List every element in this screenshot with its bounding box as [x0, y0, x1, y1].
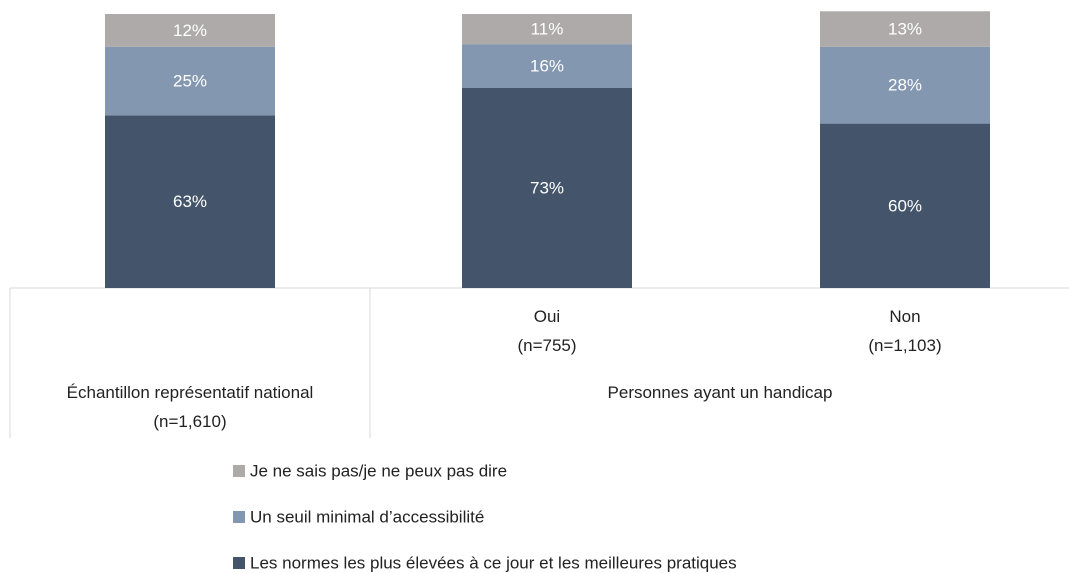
data-label: 16% [530, 57, 564, 76]
group-label: Personnes ayant un handicap [607, 383, 833, 402]
legend-label: Je ne sais pas/je ne peux pas dire [250, 461, 507, 480]
bar-segment [462, 87, 632, 288]
data-label: 11% [531, 20, 564, 39]
data-label: 28% [888, 76, 922, 95]
bar-segment [462, 14, 632, 45]
legend-swatch [233, 511, 245, 523]
legend-label: Un seuil minimal d’accessibilité [250, 507, 484, 526]
bar-segment [462, 44, 632, 88]
data-label: 63% [173, 192, 207, 211]
legend-swatch [233, 557, 245, 569]
legend-label: Les normes les plus élevées à ce jour et… [250, 553, 737, 572]
bar-segment [105, 46, 275, 116]
x-tick-label: Échantillon représentatif national (n=1,… [66, 383, 314, 431]
bar-segment [820, 123, 990, 288]
data-label: 13% [888, 20, 922, 39]
legend-swatch [233, 465, 245, 477]
x-tick-label: Non (n=1,103) [868, 307, 942, 355]
bar-segment [105, 14, 275, 47]
bar-segment [820, 11, 990, 47]
data-label: 73% [530, 178, 564, 197]
data-label: 25% [173, 72, 207, 91]
data-label: 12% [173, 21, 207, 40]
bar-segment [105, 115, 275, 288]
x-tick-label: Oui (n=755) [517, 307, 577, 355]
data-label: 60% [888, 196, 922, 215]
bar-segment [820, 46, 990, 124]
